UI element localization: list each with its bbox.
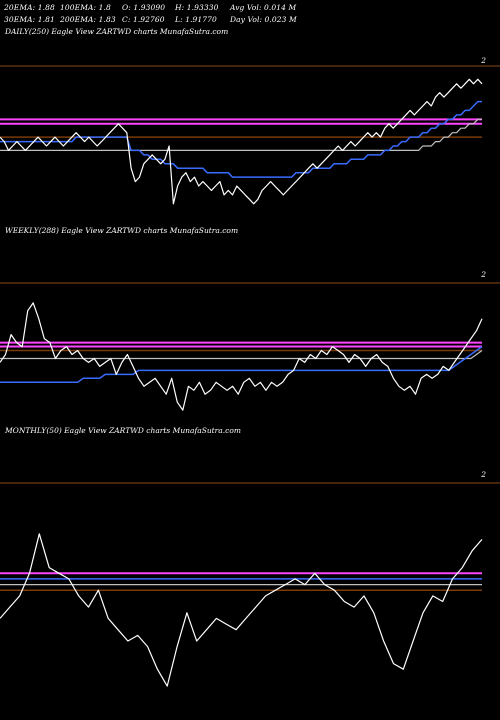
day-volume-value: Day Vol: 0.023 M bbox=[230, 15, 297, 24]
daily-panel-label: DAILY(250) Eagle View ZARTWD charts Muna… bbox=[5, 27, 229, 36]
weekly-ema-slow-line bbox=[0, 350, 483, 360]
monthly-price-line bbox=[0, 533, 483, 687]
ema200-value: 200EMA: 1.83 bbox=[60, 15, 116, 24]
weekly-ema-fast-line bbox=[0, 345, 483, 384]
daily-scale-label: 2 bbox=[481, 56, 486, 65]
weekly-scale-label: 2 bbox=[481, 270, 486, 279]
ema20-value: 20EMA: 1.88 bbox=[4, 3, 55, 12]
ema100-value: 100EMA: 1.8 bbox=[60, 3, 111, 12]
daily-price-line bbox=[0, 78, 483, 205]
open-value: O: 1.93090 bbox=[122, 3, 166, 12]
low-value: L: 1.91770 bbox=[175, 15, 217, 24]
close-value: C: 1.92760 bbox=[122, 15, 165, 24]
ema30-value: 30EMA: 1.81 bbox=[4, 15, 55, 24]
avg-volume-value: Avg Vol: 0.014 M bbox=[230, 3, 297, 12]
monthly-panel-label: MONTHLY(50) Eagle View ZARTWD charts Mun… bbox=[5, 426, 241, 435]
daily-ema-fast-line bbox=[0, 100, 482, 178]
weekly-panel-label: WEEKLY(288) Eagle View ZARTWD charts Mun… bbox=[5, 226, 239, 235]
weekly-price-line bbox=[0, 302, 483, 411]
daily-ema-slow-line bbox=[0, 118, 482, 151]
high-value: H: 1.93330 bbox=[175, 3, 219, 12]
monthly-scale-label: 2 bbox=[481, 470, 486, 479]
